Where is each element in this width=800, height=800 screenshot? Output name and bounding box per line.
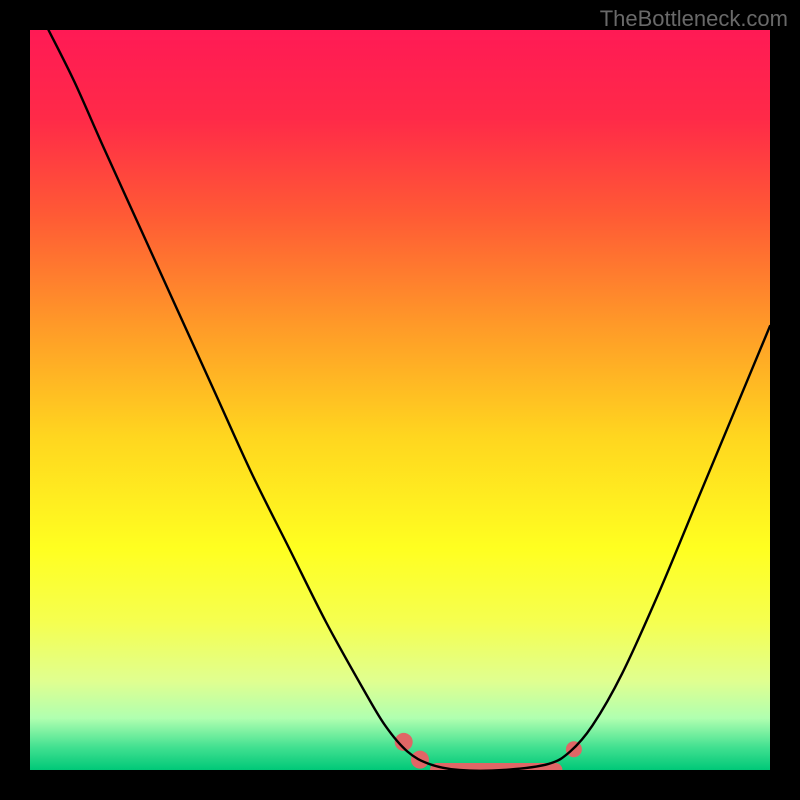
chart-container: TheBottleneck.com <box>0 0 800 800</box>
plot-area <box>30 30 770 770</box>
bottleneck-curve-chart <box>30 30 770 770</box>
watermark-text: TheBottleneck.com <box>600 6 788 32</box>
